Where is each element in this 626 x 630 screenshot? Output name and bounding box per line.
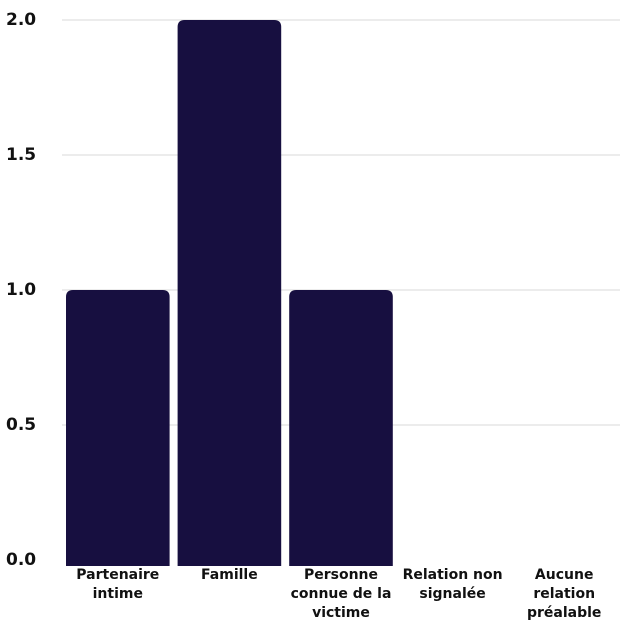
bar [177, 20, 282, 566]
y-tick-label: 1.5 [6, 145, 36, 165]
x-tick-label: Partenaire intime [76, 567, 160, 602]
x-tick-label: Famille [201, 567, 258, 583]
x-tick-label: Relation non signalée [402, 567, 503, 602]
bar [66, 290, 170, 566]
x-tick-label: Personne connue de la victime [290, 567, 392, 621]
y-tick-label: 2.0 [6, 10, 36, 30]
bar [289, 290, 393, 566]
y-tick-label: 1.0 [6, 280, 36, 300]
bars [66, 20, 393, 566]
y-axis: 0.0 0.5 1.0 1.5 2.0 [6, 10, 36, 570]
y-tick-label: 0.5 [6, 415, 36, 435]
y-tick-label: 0.0 [6, 550, 36, 570]
x-tick-label: Aucune relation préalable [526, 567, 602, 621]
